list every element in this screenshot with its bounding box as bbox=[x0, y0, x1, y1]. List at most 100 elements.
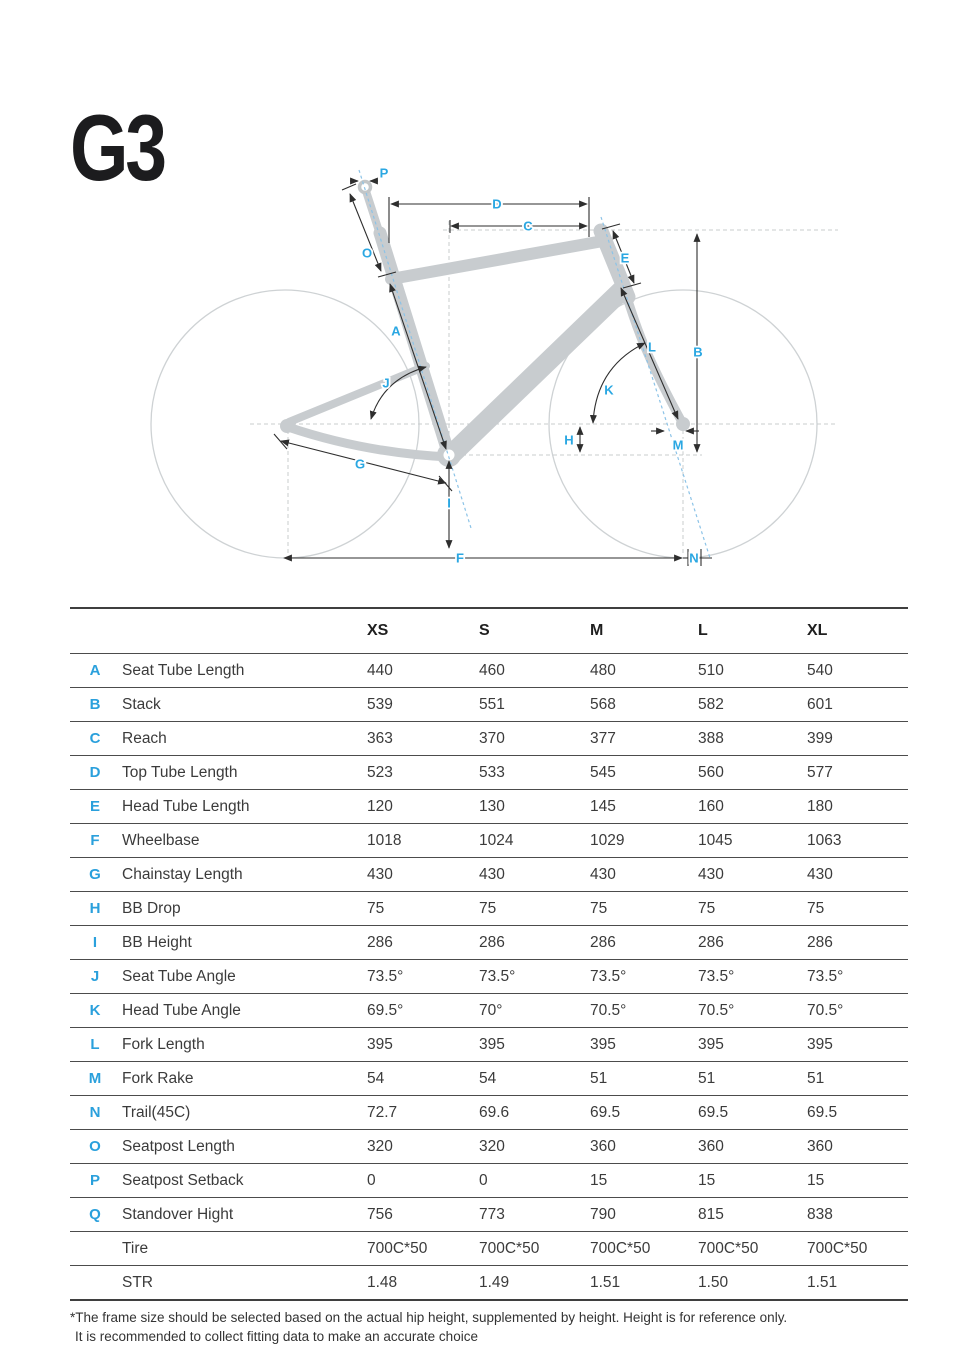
row-value: 51 bbox=[807, 1069, 825, 1087]
row-value: 72.7 bbox=[367, 1103, 398, 1121]
row-value: 1045 bbox=[698, 831, 733, 849]
row-value: 838 bbox=[807, 1205, 833, 1223]
row-value: 286 bbox=[479, 933, 505, 951]
row-label: Standover Hight bbox=[122, 1205, 234, 1223]
row-label: Wheelbase bbox=[122, 831, 200, 849]
row-value: 700C*50 bbox=[807, 1239, 868, 1257]
row-label: Seat Tube Angle bbox=[122, 967, 236, 985]
row-value: 700C*50 bbox=[367, 1239, 428, 1257]
row-letter: L bbox=[90, 1036, 100, 1053]
rear-dropout bbox=[280, 419, 294, 433]
row-label: Seatpost Setback bbox=[122, 1171, 244, 1189]
row-value: 1.48 bbox=[367, 1273, 398, 1291]
row-label: BB Height bbox=[122, 933, 192, 951]
dim-label-m: M bbox=[673, 438, 684, 453]
table-row: A Seat Tube Length 440 460 480 510 540 bbox=[70, 653, 908, 687]
row-value: 69.5° bbox=[367, 1001, 404, 1019]
row-letter: N bbox=[89, 1104, 101, 1121]
table-row: F Wheelbase 1018 1024 1029 1045 1063 bbox=[70, 823, 908, 857]
row-label: Reach bbox=[122, 729, 167, 747]
row-letter: H bbox=[89, 900, 101, 917]
row-value: 286 bbox=[807, 933, 833, 951]
row-letter: C bbox=[89, 730, 101, 747]
row-value: 430 bbox=[590, 865, 616, 883]
row-value: 1.50 bbox=[698, 1273, 729, 1291]
row-letter: E bbox=[89, 798, 100, 815]
row-value: 75 bbox=[367, 899, 385, 917]
table-row: O Seatpost Length 320 320 360 360 360 bbox=[70, 1129, 908, 1163]
row-value: 286 bbox=[367, 933, 393, 951]
dim-label-h: H bbox=[564, 433, 573, 448]
row-value: 551 bbox=[479, 695, 505, 713]
row-value: 700C*50 bbox=[590, 1239, 651, 1257]
row-letter: A bbox=[89, 662, 101, 679]
row-letter: F bbox=[90, 832, 100, 849]
table-row: M Fork Rake 54 54 51 51 51 bbox=[70, 1061, 908, 1095]
row-value: 286 bbox=[590, 933, 616, 951]
dim-label-p: P bbox=[380, 166, 389, 181]
row-label: Top Tube Length bbox=[122, 763, 238, 781]
row-label: Fork Length bbox=[122, 1035, 205, 1053]
row-value: 54 bbox=[367, 1069, 385, 1087]
row-value: 54 bbox=[479, 1069, 497, 1087]
row-value: 399 bbox=[807, 729, 833, 747]
size-header-s: S bbox=[479, 622, 490, 639]
dim-label-l: L bbox=[648, 340, 656, 355]
row-value: 286 bbox=[698, 933, 724, 951]
row-value: 69.5 bbox=[590, 1103, 621, 1121]
row-value: 1063 bbox=[807, 831, 842, 849]
row-value: 320 bbox=[367, 1137, 393, 1155]
row-value: 320 bbox=[479, 1137, 505, 1155]
row-value: 395 bbox=[698, 1035, 724, 1053]
row-value: 1024 bbox=[479, 831, 514, 849]
row-value: 1.49 bbox=[479, 1273, 510, 1291]
row-value: 790 bbox=[590, 1205, 616, 1223]
dim-label-f: F bbox=[456, 551, 464, 566]
top-tube bbox=[385, 235, 609, 285]
dim-label-b: B bbox=[693, 345, 702, 360]
row-value: 70° bbox=[479, 1001, 503, 1019]
row-value: 440 bbox=[367, 661, 393, 679]
row-value: 756 bbox=[367, 1205, 393, 1223]
row-value: 460 bbox=[479, 661, 505, 679]
row-value: 1.51 bbox=[590, 1273, 621, 1291]
row-value: 0 bbox=[479, 1171, 488, 1189]
row-value: 395 bbox=[807, 1035, 833, 1053]
table-row: C Reach 363 370 377 388 399 bbox=[70, 721, 908, 755]
row-label: BB Drop bbox=[122, 899, 181, 917]
table-header-row: XS S M L XL bbox=[70, 609, 908, 653]
dim-label-k: K bbox=[604, 383, 614, 398]
row-letter: O bbox=[89, 1138, 101, 1155]
row-letter: I bbox=[92, 934, 98, 951]
row-value: 73.5° bbox=[807, 967, 844, 985]
seat-clamp bbox=[357, 179, 373, 195]
row-value: 430 bbox=[479, 865, 505, 883]
row-value: 363 bbox=[367, 729, 393, 747]
row-value: 540 bbox=[807, 661, 833, 679]
row-value: 69.5 bbox=[698, 1103, 729, 1121]
dim-label-n: N bbox=[689, 551, 698, 566]
row-label: Fork Rake bbox=[122, 1069, 194, 1087]
row-value: 377 bbox=[590, 729, 616, 747]
row-value: 75 bbox=[590, 899, 608, 917]
row-value: 395 bbox=[590, 1035, 616, 1053]
dim-label-e: E bbox=[621, 251, 630, 266]
row-value: 15 bbox=[698, 1171, 716, 1189]
table-row: Tire 700C*50 700C*50 700C*50 700C*50 700… bbox=[70, 1231, 908, 1265]
table-row: P Seatpost Setback 0 0 15 15 15 bbox=[70, 1163, 908, 1197]
row-value: 51 bbox=[698, 1069, 716, 1087]
row-value: 700C*50 bbox=[479, 1239, 540, 1257]
footnote-line-1: *The frame size should be selected based… bbox=[70, 1310, 788, 1325]
row-value: 73.5° bbox=[479, 967, 516, 985]
row-value: 180 bbox=[807, 797, 833, 815]
row-value: 73.5° bbox=[698, 967, 735, 985]
row-value: 395 bbox=[367, 1035, 393, 1053]
row-letter: P bbox=[89, 1172, 100, 1189]
row-value: 430 bbox=[807, 865, 833, 883]
row-value: 360 bbox=[590, 1137, 616, 1155]
row-label: Stack bbox=[122, 695, 161, 713]
dim-label-g: G bbox=[355, 457, 365, 472]
reference-lines bbox=[250, 221, 838, 556]
row-value: 523 bbox=[367, 763, 393, 781]
dim-label-c: C bbox=[523, 219, 533, 234]
